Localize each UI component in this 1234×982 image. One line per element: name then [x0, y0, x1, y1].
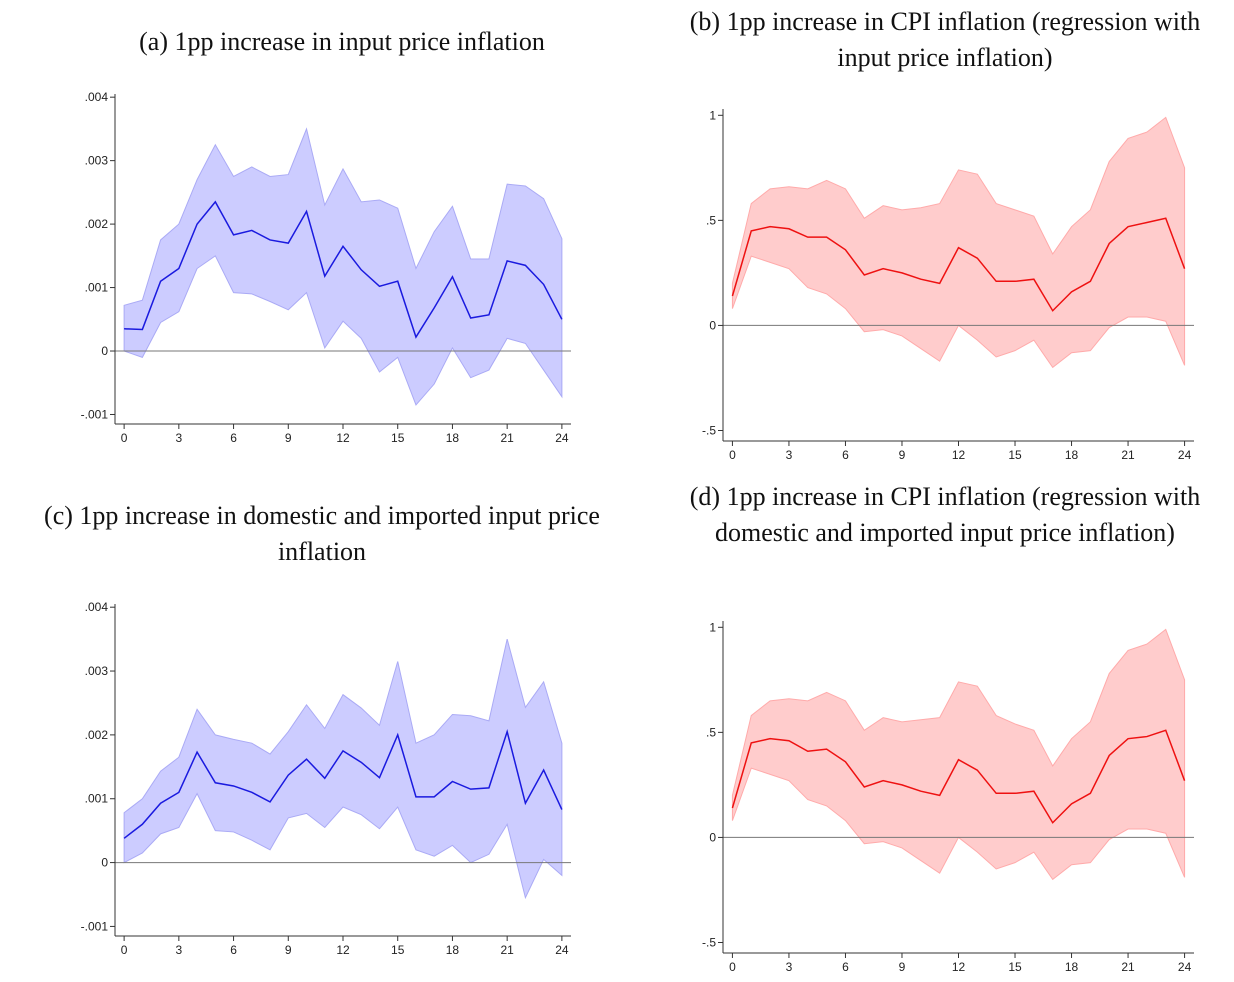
x-tick-label: 12: [952, 448, 966, 462]
x-tick-label: 21: [500, 943, 514, 957]
x-tick-label: 15: [391, 431, 405, 445]
y-tick-label: .001: [85, 792, 109, 806]
y-tick-label: 0: [101, 344, 108, 358]
x-tick-label: 21: [1121, 960, 1135, 974]
confidence-band: [731, 116, 1186, 369]
x-tick-label: 3: [786, 960, 793, 974]
y-tick-label: .002: [85, 217, 109, 231]
y-tick-label: .003: [85, 154, 109, 168]
x-tick-label: 0: [121, 431, 128, 445]
x-tick-label: 0: [729, 448, 736, 462]
y-tick-label: 1: [709, 620, 716, 634]
x-tick-label: 0: [121, 943, 128, 957]
x-tick-label: 18: [446, 431, 460, 445]
y-tick-label: 1: [709, 108, 716, 122]
panel-title: (c) 1pp increase in domestic and importe…: [44, 501, 600, 566]
x-tick-label: 9: [285, 431, 292, 445]
y-tick-label: -.001: [81, 407, 109, 421]
x-tick-label: 0: [729, 960, 736, 974]
x-tick-label: 12: [336, 943, 350, 957]
y-tick-label: .002: [85, 728, 109, 742]
x-tick-label: 3: [175, 431, 182, 445]
x-tick-label: 18: [446, 943, 460, 957]
x-tick-label: 6: [230, 431, 237, 445]
x-tick-label: 21: [1121, 448, 1135, 462]
x-tick-label: 21: [500, 431, 514, 445]
y-tick-label: -.5: [702, 423, 716, 437]
x-tick-label: 15: [391, 943, 405, 957]
x-tick-label: 6: [842, 960, 849, 974]
x-tick-label: 12: [336, 431, 350, 445]
panel-title: (a) 1pp increase in input price inflatio…: [139, 27, 545, 56]
x-tick-label: 15: [1008, 448, 1022, 462]
x-tick-label: 24: [555, 431, 569, 445]
x-tick-label: 3: [786, 448, 793, 462]
y-tick-label: 0: [709, 830, 716, 844]
estimate-line: [731, 217, 1186, 312]
y-tick-label: .004: [85, 600, 109, 614]
y-tick-label: -.5: [702, 935, 716, 949]
confidence-band: [731, 628, 1186, 881]
x-tick-label: 9: [899, 960, 906, 974]
panel-title: (b) 1pp increase in CPI inflation (regre…: [689, 7, 1201, 72]
x-tick-label: 18: [1065, 960, 1079, 974]
x-tick-label: 24: [1178, 960, 1192, 974]
x-tick-label: 9: [899, 448, 906, 462]
estimate-line: [123, 728, 563, 839]
x-tick-label: 15: [1008, 960, 1022, 974]
x-tick-label: 18: [1065, 448, 1079, 462]
y-tick-label: .004: [85, 90, 109, 104]
panel-title: (d) 1pp increase in CPI inflation (regre…: [689, 482, 1201, 547]
confidence-band: [123, 638, 563, 900]
estimate-line: [124, 200, 563, 339]
confidence-band: [123, 127, 563, 406]
x-tick-label: 3: [175, 943, 182, 957]
y-tick-label: .001: [85, 281, 109, 295]
y-tick-label: 0: [709, 318, 716, 332]
x-tick-label: 6: [842, 448, 849, 462]
estimate-line: [731, 729, 1186, 824]
y-tick-label: .5: [706, 213, 716, 227]
x-tick-label: 6: [230, 943, 237, 957]
y-tick-label: .5: [706, 725, 716, 739]
y-tick-label: 0: [101, 856, 108, 870]
y-tick-label: .003: [85, 664, 109, 678]
y-tick-label: -.001: [81, 919, 109, 933]
x-tick-label: 24: [555, 943, 569, 957]
x-tick-label: 9: [285, 943, 292, 957]
x-tick-label: 12: [952, 960, 966, 974]
x-tick-label: 24: [1178, 448, 1192, 462]
